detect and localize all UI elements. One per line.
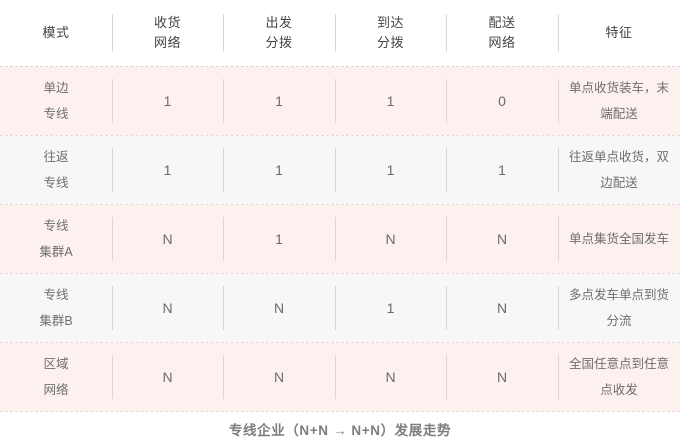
mode-line2: 集群A [39, 245, 73, 259]
table-row: 单边 专线 1 1 1 0 单点收货装车，末端配送 [0, 67, 680, 135]
column-header-departure-sorting: 出发 分拨 [223, 0, 335, 66]
cell-arrival-sorting: 1 [335, 136, 446, 204]
header-row: 模式 收货 网络 出发 分拨 到达 分拨 配送 网络 [0, 0, 680, 66]
column-header-mode: 模式 [0, 0, 112, 66]
mode-line2: 网络 [43, 383, 69, 397]
row-divider [0, 273, 680, 274]
cell-receiving-network: N [112, 205, 223, 273]
header-divider [0, 66, 680, 67]
mode-line1: 专线 [43, 219, 69, 233]
mode-line2: 专线 [43, 176, 69, 190]
cell-departure-sorting: 1 [223, 205, 335, 273]
feature-text: 多点发车单点到货分流 [568, 288, 669, 328]
column-header-arrival-sorting: 到达 分拨 [335, 0, 446, 66]
row-divider [0, 342, 680, 343]
caption-text: 专线企业（N+N → N+N）发展走势 [228, 423, 452, 438]
cell-mode: 往返 专线 [0, 136, 112, 204]
table-bottom-divider [0, 411, 680, 412]
feature-text: 往返单点收货，双边配送 [568, 150, 669, 190]
cell-arrival-sorting: N [335, 343, 446, 411]
cell-mode: 区域 网络 [0, 343, 112, 411]
feature-text: 全国任意点到任意点收发 [568, 357, 669, 397]
header-receiving-line1: 收货 [153, 15, 181, 30]
column-header-receiving-network: 收货 网络 [112, 0, 223, 66]
mode-comparison-table-body-3: 专线 集群A N 1 N N 单点集货全国发车 [0, 205, 680, 273]
mode-line1: 区域 [43, 357, 69, 371]
cell-mode: 单边 专线 [0, 67, 112, 135]
table-row: 专线 集群B N N 1 N 多点发车单点到货分流 [0, 274, 680, 342]
feature-text: 单点集货全国发车 [568, 232, 669, 246]
cell-arrival-sorting: 1 [335, 274, 446, 342]
cell-arrival-sorting: N [335, 205, 446, 273]
cell-feature: 多点发车单点到货分流 [558, 274, 680, 342]
cell-feature: 单点集货全国发车 [558, 205, 680, 273]
figure-caption: 专线企业（N+N → N+N）发展走势 [0, 412, 680, 446]
header-delivery-line1: 配送 [488, 15, 516, 30]
column-header-delivery-network: 配送 网络 [446, 0, 558, 66]
column-header-feature: 特征 [558, 0, 680, 66]
cell-departure-sorting: N [223, 343, 335, 411]
cell-departure-sorting: N [223, 274, 335, 342]
cell-receiving-network: N [112, 274, 223, 342]
row-divider [0, 204, 680, 205]
cell-departure-sorting: 1 [223, 136, 335, 204]
cell-delivery-network: 0 [446, 67, 558, 135]
cell-arrival-sorting: 1 [335, 67, 446, 135]
cell-feature: 往返单点收货，双边配送 [558, 136, 680, 204]
table-row: 专线 集群A N 1 N N 单点集货全国发车 [0, 205, 680, 273]
table-header: 模式 收货 网络 出发 分拨 到达 分拨 配送 网络 [0, 0, 680, 66]
cell-delivery-network: N [446, 274, 558, 342]
cell-mode: 专线 集群A [0, 205, 112, 273]
header-departure-line2: 分拨 [265, 35, 293, 50]
mode-comparison-table-body-4: 专线 集群B N N 1 N 多点发车单点到货分流 [0, 274, 680, 342]
header-arrival-line2: 分拨 [376, 35, 404, 50]
mode-line2: 专线 [43, 107, 69, 121]
feature-text: 单点收货装车，末端配送 [568, 81, 669, 121]
row-divider [0, 135, 680, 136]
header-feature-line1: 特征 [605, 25, 633, 40]
cell-receiving-network: N [112, 343, 223, 411]
mode-comparison-table-body-2: 往返 专线 1 1 1 1 往返单点收货，双边配送 [0, 136, 680, 204]
table-row: 区域 网络 N N N N 全国任意点到任意点收发 [0, 343, 680, 411]
cell-receiving-network: 1 [112, 67, 223, 135]
header-delivery-line2: 网络 [488, 35, 516, 50]
mode-line1: 专线 [43, 288, 69, 302]
mode-line2: 集群B [39, 314, 73, 328]
cell-feature: 全国任意点到任意点收发 [558, 343, 680, 411]
mode-line1: 往返 [43, 150, 69, 164]
header-mode-line1: 模式 [42, 25, 70, 40]
cell-delivery-network: N [446, 205, 558, 273]
cell-feature: 单点收货装车，末端配送 [558, 67, 680, 135]
cell-receiving-network: 1 [112, 136, 223, 204]
mode-comparison-table-body-5: 区域 网络 N N N N 全国任意点到任意点收发 [0, 343, 680, 411]
table-row: 往返 专线 1 1 1 1 往返单点收货，双边配送 [0, 136, 680, 204]
cell-mode: 专线 集群B [0, 274, 112, 342]
cell-delivery-network: N [446, 343, 558, 411]
mode-comparison-table-body-1: 单边 专线 1 1 1 0 单点收货装车，末端配送 [0, 67, 680, 135]
cell-departure-sorting: 1 [223, 67, 335, 135]
mode-line1: 单边 [43, 81, 69, 95]
header-arrival-line1: 到达 [376, 15, 404, 30]
header-departure-line1: 出发 [265, 15, 293, 30]
mode-comparison-table: 模式 收货 网络 出发 分拨 到达 分拨 配送 网络 [0, 0, 680, 66]
header-receiving-line2: 网络 [153, 35, 181, 50]
cell-delivery-network: 1 [446, 136, 558, 204]
